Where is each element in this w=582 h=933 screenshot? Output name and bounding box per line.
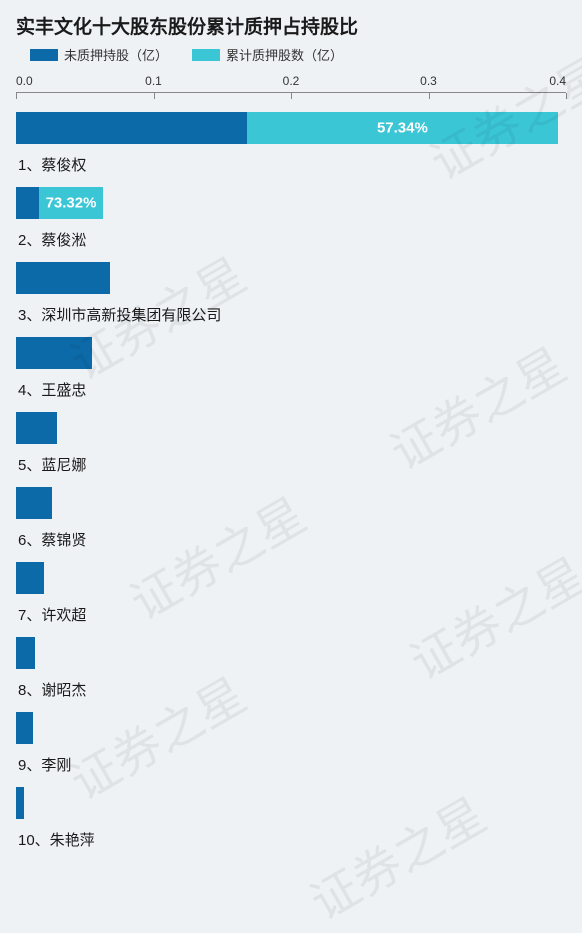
bar-segment-unpledged (16, 187, 39, 219)
bar-row-label: 4、王盛忠 (16, 369, 566, 406)
bar-track (16, 487, 566, 519)
legend-swatch-unpledged (30, 49, 58, 61)
bar-segment-unpledged (16, 112, 247, 144)
bar-track (16, 562, 566, 594)
bar-segment-unpledged (16, 787, 24, 819)
bar-track (16, 262, 566, 294)
bar-track (16, 337, 566, 369)
x-axis-tick-mark (429, 93, 430, 99)
legend-label-pledged: 累计质押股数（亿） (226, 45, 343, 64)
legend-item-unpledged: 未质押持股（亿） (30, 45, 168, 64)
bar-row-label: 5、蓝尼娜 (16, 444, 566, 481)
x-axis-tick-mark (16, 93, 17, 99)
x-axis-tick-mark (291, 93, 292, 99)
bar-segment-unpledged (16, 337, 92, 369)
bar-track: 57.34% (16, 112, 566, 144)
x-axis-tick-label: 0.4 (549, 74, 566, 88)
bar-row: 4、王盛忠 (16, 337, 566, 412)
x-axis-tick-mark (154, 93, 155, 99)
bar-segment-unpledged (16, 412, 57, 444)
bar-segment-unpledged (16, 637, 35, 669)
bar-row-label: 7、许欢超 (16, 594, 566, 631)
x-axis-tick-label: 0.0 (16, 74, 33, 88)
x-axis-ticks: 0.0 0.1 0.2 0.3 0.4 (16, 74, 566, 92)
bar-track: 73.32% (16, 187, 566, 219)
bar-row: 7、许欢超 (16, 562, 566, 637)
bar-track (16, 712, 566, 744)
bar-row: 5、蓝尼娜 (16, 412, 566, 487)
bars-container: 57.34% 1、蔡俊权 73.32% 2、蔡俊淞 3、深圳市高新投集团有限公司 4、王盛… (16, 112, 566, 862)
bar-row-label: 8、谢昭杰 (16, 669, 566, 706)
legend: 未质押持股（亿） 累计质押股数（亿） (0, 45, 582, 74)
bar-percent-label: 73.32% (46, 195, 97, 212)
bar-row: 10、朱艳萍 (16, 787, 566, 862)
bar-track (16, 637, 566, 669)
bar-row: 73.32% 2、蔡俊淞 (16, 187, 566, 262)
bar-segment-unpledged (16, 712, 33, 744)
bar-row-label: 10、朱艳萍 (16, 819, 566, 856)
legend-item-pledged: 累计质押股数（亿） (192, 45, 343, 64)
bar-segment-unpledged (16, 487, 52, 519)
bar-segment-unpledged (16, 262, 110, 294)
legend-swatch-pledged (192, 49, 220, 61)
bar-row-label: 6、蔡锦贤 (16, 519, 566, 556)
bar-row: 57.34% 1、蔡俊权 (16, 112, 566, 187)
bar-track (16, 787, 566, 819)
chart-title: 实丰文化十大股东股份累计质押占持股比 (0, 0, 582, 45)
bar-row-label: 3、深圳市高新投集团有限公司 (16, 294, 566, 331)
legend-label-unpledged: 未质押持股（亿） (64, 45, 168, 64)
bar-row-label: 2、蔡俊淞 (16, 219, 566, 256)
x-axis-line (16, 92, 566, 112)
bar-row-label: 1、蔡俊权 (16, 144, 566, 181)
bar-row: 6、蔡锦贤 (16, 487, 566, 562)
x-axis-tick-label: 0.3 (420, 74, 437, 88)
bar-row: 3、深圳市高新投集团有限公司 (16, 262, 566, 337)
x-axis-tick-label: 0.1 (145, 74, 162, 88)
bar-segment-unpledged (16, 562, 44, 594)
chart-area: 0.0 0.1 0.2 0.3 0.4 57.34% 1、蔡俊权 73.32% 2、蔡俊淞 3、… (16, 74, 566, 862)
bar-row: 8、谢昭杰 (16, 637, 566, 712)
bar-track (16, 412, 566, 444)
x-axis-tick-label: 0.2 (283, 74, 300, 88)
bar-row-label: 9、李刚 (16, 744, 566, 781)
x-axis-tick-mark (566, 93, 567, 99)
bar-percent-label: 57.34% (377, 120, 428, 137)
bar-row: 9、李刚 (16, 712, 566, 787)
